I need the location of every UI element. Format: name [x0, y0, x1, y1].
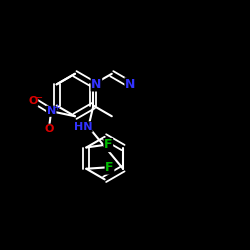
Text: N: N [91, 78, 102, 91]
Text: HN: HN [74, 122, 92, 132]
Text: O: O [44, 124, 54, 134]
Text: N: N [46, 106, 56, 116]
Text: +: + [53, 103, 60, 112]
Text: O: O [28, 96, 38, 106]
Text: N: N [125, 78, 136, 91]
Text: F: F [104, 138, 112, 151]
Text: −: − [35, 93, 43, 103]
Text: F: F [105, 161, 114, 174]
